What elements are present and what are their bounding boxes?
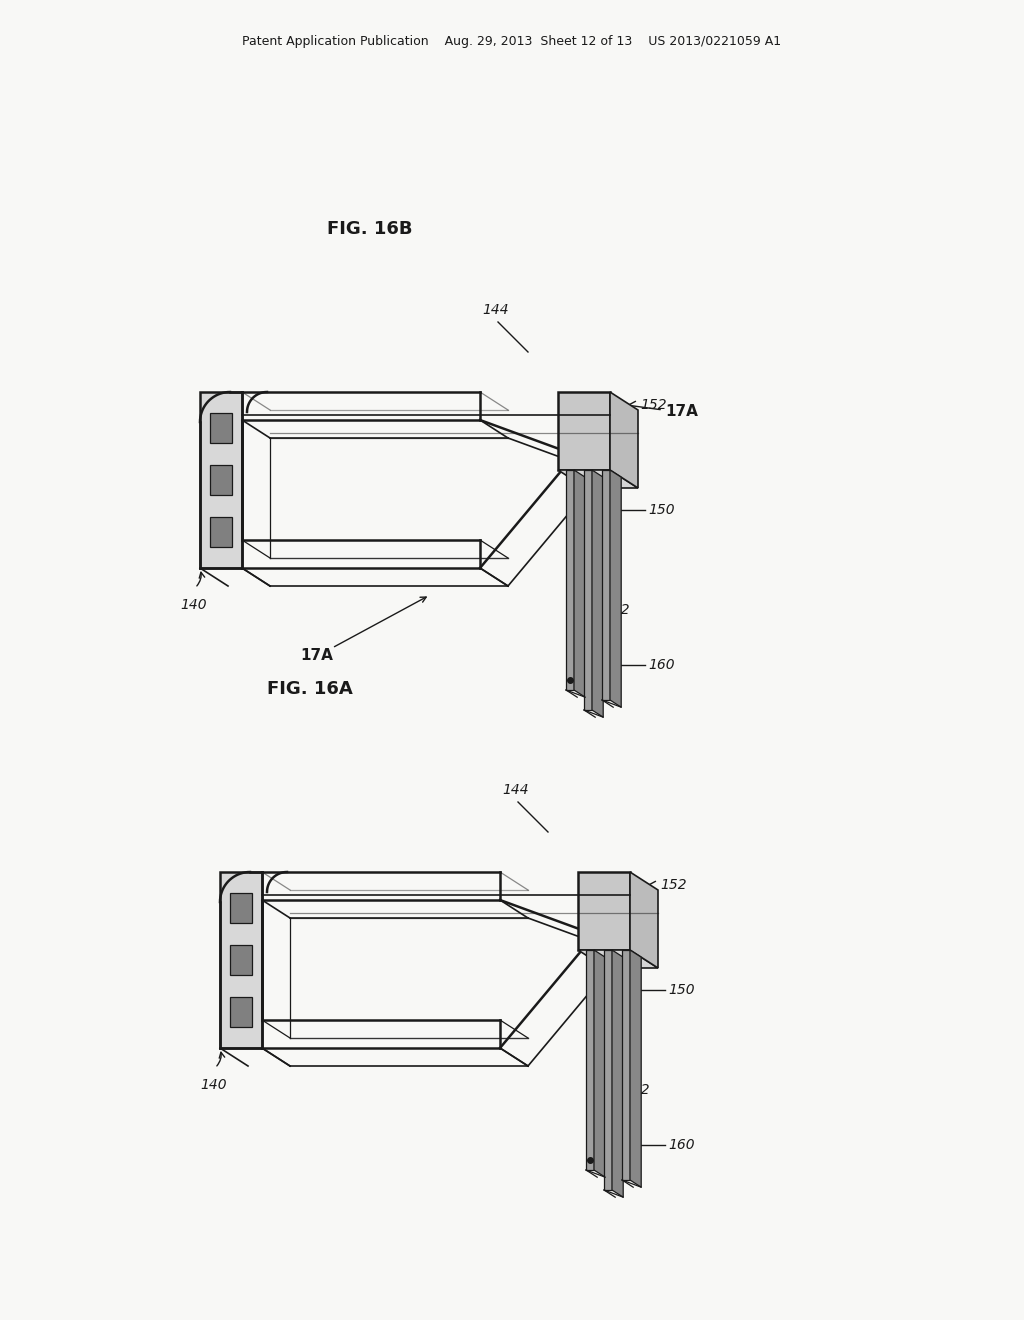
Polygon shape <box>210 517 232 546</box>
Text: FIG. 16B: FIG. 16B <box>328 220 413 238</box>
Polygon shape <box>610 392 638 488</box>
Polygon shape <box>612 950 624 1197</box>
Polygon shape <box>210 465 232 495</box>
Polygon shape <box>230 997 252 1027</box>
Polygon shape <box>230 945 252 975</box>
Text: 152: 152 <box>660 878 687 892</box>
Polygon shape <box>578 950 658 968</box>
Text: 140: 140 <box>180 598 207 612</box>
Polygon shape <box>592 470 603 717</box>
Polygon shape <box>630 873 658 968</box>
Text: 160: 160 <box>668 1138 694 1152</box>
Text: 162: 162 <box>603 603 630 616</box>
Polygon shape <box>558 470 638 488</box>
Text: 144: 144 <box>503 783 529 797</box>
Polygon shape <box>594 950 605 1177</box>
Polygon shape <box>630 950 641 1187</box>
Text: 152: 152 <box>640 399 667 412</box>
Polygon shape <box>220 873 262 1048</box>
Text: Patent Application Publication    Aug. 29, 2013  Sheet 12 of 13    US 2013/02210: Patent Application Publication Aug. 29, … <box>243 36 781 48</box>
Text: 140: 140 <box>200 1078 226 1092</box>
Text: 150: 150 <box>668 983 694 997</box>
Polygon shape <box>574 470 585 697</box>
Text: 162: 162 <box>623 1082 649 1097</box>
Text: FIG. 16A: FIG. 16A <box>267 680 353 698</box>
Polygon shape <box>578 873 630 950</box>
Text: 160: 160 <box>648 657 675 672</box>
Polygon shape <box>610 470 622 708</box>
Polygon shape <box>566 470 574 690</box>
Polygon shape <box>604 950 612 1191</box>
Polygon shape <box>584 470 592 710</box>
Text: 144: 144 <box>482 304 509 317</box>
Polygon shape <box>602 470 610 700</box>
Text: 17A: 17A <box>300 648 333 663</box>
Text: 150: 150 <box>648 503 675 517</box>
Polygon shape <box>210 413 232 444</box>
Polygon shape <box>200 392 242 568</box>
Polygon shape <box>586 950 594 1170</box>
Text: 17A: 17A <box>665 404 698 420</box>
Polygon shape <box>622 950 630 1180</box>
Polygon shape <box>230 894 252 923</box>
Polygon shape <box>558 392 610 470</box>
